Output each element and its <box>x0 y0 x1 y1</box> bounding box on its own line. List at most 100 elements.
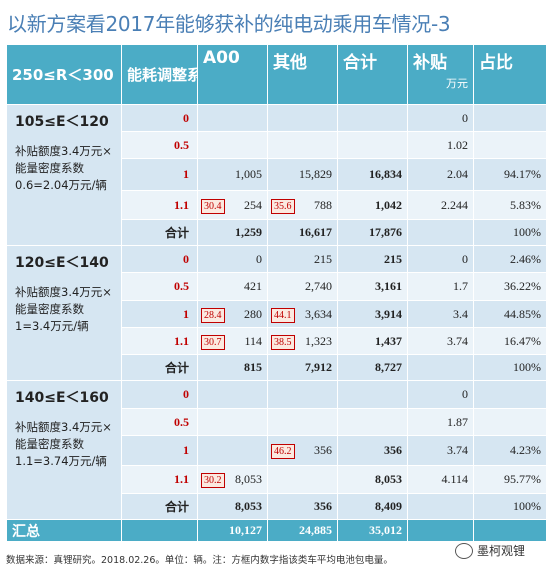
total-cell: 16,834 <box>337 158 408 191</box>
table-row: 105≤E＜120 补贴额度3.4万元×能量密度系数0.6=2.04万元/辆 0 0 <box>6 104 547 246</box>
total-cell: 8,409 <box>337 493 408 520</box>
subsidy-cell: 2.04 <box>407 158 474 191</box>
a00-cell <box>197 104 268 132</box>
coef-cell: 0 <box>121 104 198 132</box>
table-row: 合计 8,053 356 8,409 100% <box>7 493 547 520</box>
battery-kwh-box: 30.2 <box>201 473 225 488</box>
share-cell <box>473 408 547 436</box>
other-value: 2,740 <box>305 279 332 293</box>
other-cell <box>267 380 338 409</box>
summary-cell <box>473 519 547 542</box>
summary-cell: 汇总 <box>6 519 122 542</box>
coef-cell: 0.5 <box>121 131 198 159</box>
subsidy-cell: 1.7 <box>407 272 474 301</box>
subsidy-cell: 4.114 <box>407 465 474 494</box>
share-cell <box>473 131 547 159</box>
share-cell <box>473 380 547 409</box>
subsidy-cell: 3.74 <box>407 327 474 355</box>
table-row: 120≤E＜140 补贴额度3.4万元×能量密度系数1=3.4万元/辆 0 0 215 2… <box>6 245 547 381</box>
a00-cell: 30.7 114 <box>197 327 268 355</box>
a00-value: 254 <box>244 197 262 212</box>
a00-cell <box>197 380 268 409</box>
total-cell <box>337 380 408 409</box>
subsidy-cell: 0 <box>407 104 474 132</box>
other-cell: 356 <box>267 493 338 520</box>
battery-kwh-box: 30.4 <box>201 198 225 214</box>
header-share: 占比 <box>473 44 547 105</box>
header-other: 其他 <box>267 44 338 105</box>
a00-cell: 28.4 280 <box>197 300 268 328</box>
a00-cell: 30.4 254 <box>197 190 268 220</box>
subsidy-cell: 3.74 <box>407 435 474 466</box>
other-value: 7,912 <box>305 360 332 374</box>
total-cell: 215 <box>337 245 408 273</box>
coef-cell: 0 <box>121 245 198 273</box>
subsidy-cell: 3.4 <box>407 300 474 328</box>
share-cell: 100% <box>473 354 547 381</box>
total-cell: 356 <box>337 435 408 466</box>
other-cell: 16,617 <box>267 219 338 246</box>
header-subsidy-unit: 万元 <box>446 77 468 90</box>
other-value: 215 <box>314 251 332 266</box>
a00-cell <box>197 435 268 466</box>
share-cell: 44.85% <box>473 300 547 328</box>
other-value: 15,829 <box>299 167 332 181</box>
battery-kwh-box: 28.4 <box>201 307 225 323</box>
page-title: 以新方案看2017年能够获补的纯电动乘用车情况-3 <box>7 12 451 36</box>
battery-kwh-box: 30.7 <box>201 334 225 350</box>
table-row: 1.1 30.2 8,053 8,053 4.114 95.77% <box>7 465 547 494</box>
group-header: 120≤E＜140 补贴额度3.4万元×能量密度系数1=3.4万元/辆 <box>6 245 122 381</box>
other-cell: 46.2 356 <box>267 435 338 466</box>
table-row: 1 46.2 356 356 3.74 4.23% <box>7 435 547 466</box>
summary-cell: 10,127 <box>197 519 268 542</box>
subsidy-cell <box>407 493 474 520</box>
group-condition: 120≤E＜140 <box>15 255 109 271</box>
share-cell: 5.83% <box>473 190 547 220</box>
header-a00: A00 <box>197 44 268 105</box>
footer-note: 数据来源：真锂研究。2018.02.26。单位：辆。注：方框内数字指该类车平均电… <box>6 555 393 566</box>
share-cell: 95.77% <box>473 465 547 494</box>
coef-cell: 1.1 <box>121 190 198 220</box>
a00-value: 1,005 <box>235 167 262 181</box>
a00-cell <box>197 408 268 436</box>
summary-row: 汇总 10,127 24,885 35,012 <box>6 519 547 542</box>
table-row: 合计 1,259 16,617 17,876 100% <box>7 219 547 246</box>
battery-kwh-box: 46.2 <box>271 444 295 459</box>
coef-cell: 1 <box>121 435 198 466</box>
share-cell <box>473 104 547 132</box>
table-row: 140≤E＜160 补贴额度3.4万元×能量密度系数1.1=3.74万元/辆 0 0 <box>6 380 547 520</box>
a00-value: 114 <box>244 333 262 348</box>
subsidy-cell <box>407 219 474 246</box>
header-range: 250≤R＜300 <box>6 44 122 105</box>
coef-cell: 0 <box>121 380 198 409</box>
coef-cell: 合计 <box>121 493 198 520</box>
table-row: 1.1 30.4 254 35.6 788 1,042 2.244 5.83% <box>7 190 547 220</box>
share-cell: 2.46% <box>473 245 547 273</box>
a00-value: 421 <box>244 279 262 293</box>
other-cell <box>267 465 338 494</box>
group-condition: 105≤E＜120 <box>15 114 109 130</box>
other-value: 788 <box>314 197 332 212</box>
subsidy-cell: 1.02 <box>407 131 474 159</box>
total-cell <box>337 408 408 436</box>
share-cell: 36.22% <box>473 272 547 301</box>
a00-cell: 0 <box>197 245 268 273</box>
other-cell: 38.5 1,323 <box>267 327 338 355</box>
share-cell: 4.23% <box>473 435 547 466</box>
coef-cell: 1.1 <box>121 465 198 494</box>
a00-value: 0 <box>256 251 262 266</box>
subsidy-cell <box>407 354 474 381</box>
other-cell <box>267 104 338 132</box>
battery-kwh-box: 35.6 <box>271 198 295 214</box>
group-condition: 140≤E＜160 <box>15 390 109 406</box>
wechat-icon <box>455 542 473 559</box>
battery-kwh-box: 38.5 <box>271 334 295 350</box>
other-cell: 2,740 <box>267 272 338 301</box>
a00-cell: 30.2 8,053 <box>197 465 268 494</box>
total-cell: 8,053 <box>337 465 408 494</box>
a00-value: 8,053 <box>235 472 262 486</box>
other-value: 356 <box>314 443 332 457</box>
subsidy-cell: 0 <box>407 245 474 273</box>
summary-cell: 24,885 <box>267 519 338 542</box>
